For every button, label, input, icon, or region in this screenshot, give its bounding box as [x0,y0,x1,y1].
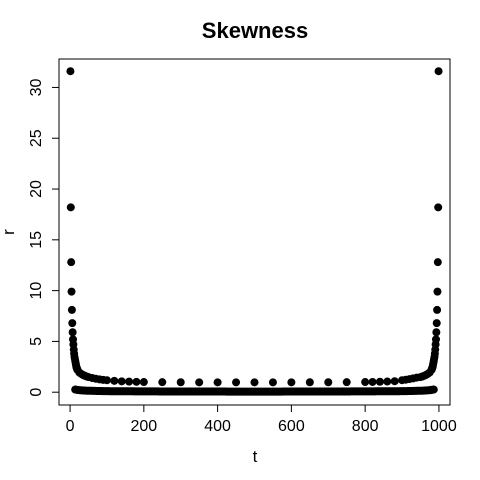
y-axis-label: r [0,229,18,235]
data-point [431,335,440,344]
data-point [432,328,441,337]
y-tick-label: 10 [28,282,45,300]
data-point [66,67,75,76]
x-tick-label: 800 [352,418,379,435]
data-point [268,378,277,387]
data-point [117,377,126,386]
data-point [68,319,77,328]
data-point [434,203,443,212]
plot-frame [58,58,451,406]
x-tick-label: 0 [66,418,75,435]
data-point [66,203,75,212]
data-point [305,378,314,387]
data-point [434,67,443,76]
data-point [324,378,333,387]
data-point [176,378,185,387]
data-point [250,378,259,387]
data-point [390,377,399,386]
data-point [432,319,441,328]
data-point [213,378,222,387]
x-axis-label: t [253,447,258,466]
data-point [132,377,141,386]
y-tick-label: 25 [28,129,45,147]
data-point [158,378,167,387]
x-tick-label: 1000 [421,418,457,435]
y-tick-label: 30 [28,78,45,96]
x-tick-label: 400 [204,418,231,435]
data-point [361,378,370,387]
x-tick-label: 600 [278,418,305,435]
data-point [232,378,241,387]
data-points [66,67,443,396]
y-axis: 0 5 10 15 20 25 30 [28,78,60,397]
data-point [195,378,204,387]
data-point [433,258,442,267]
data-point [433,305,442,314]
y-tick-label: 15 [28,231,45,249]
x-tick-label: 200 [130,418,157,435]
data-point [139,378,148,387]
data-point [102,376,111,385]
y-tick-label: 5 [28,337,45,346]
y-tick-label: 20 [28,180,45,198]
data-points-dense-band [71,385,438,396]
y-tick-label: 0 [28,388,45,397]
data-point [383,377,392,386]
data-point [67,305,76,314]
x-axis: 0 200 400 600 800 1000 [66,404,457,435]
data-point [67,287,76,296]
data-point [125,377,134,386]
chart-title: Skewness [202,18,308,43]
data-point [110,376,119,385]
data-point [287,378,296,387]
data-point [342,378,351,387]
data-point [375,377,384,386]
data-point [67,258,76,267]
data-point [68,328,77,337]
data-point [368,377,377,386]
data-point [433,287,442,296]
